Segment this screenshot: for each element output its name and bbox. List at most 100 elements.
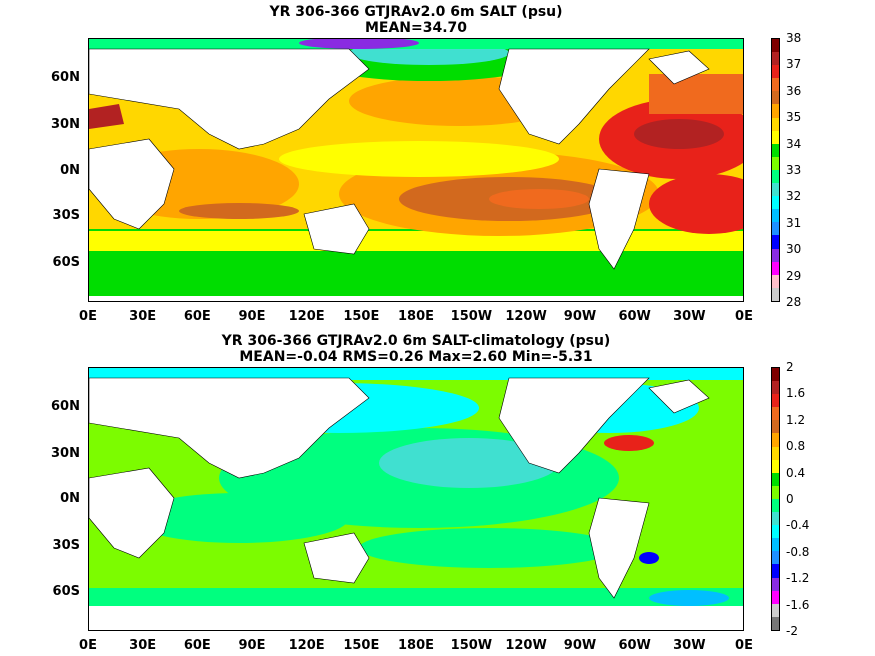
panel2-colorbar-swatch [772, 485, 779, 499]
panel1-colorbar-label: 34 [786, 136, 802, 151]
panel1-colorbar-label: 28 [786, 295, 802, 309]
panel2-colorbar-swatch [772, 603, 779, 617]
panel1-colorbar-swatch [772, 78, 779, 92]
panel1-colorbar-swatch [772, 235, 779, 249]
panel1-ytick-0n: 0N [60, 163, 80, 178]
panel1-colorbar-swatch [772, 104, 779, 118]
panel1-colorbar-swatch [772, 91, 779, 105]
panel1-colorbar-swatch [772, 130, 779, 144]
panel1-colorbar-label: 29 [786, 268, 802, 283]
panel2-ytick-0n: 0N [60, 491, 80, 506]
panel1-ytick-60s: 60S [52, 255, 80, 270]
panel2-colorbar-label: 1.2 [786, 412, 806, 427]
panel2-colorbar-swatch [772, 381, 779, 395]
panel2-ytick-30s: 30S [52, 538, 80, 553]
panel1-xtick: 120W [505, 309, 547, 324]
panel2-colorbar-label: 0.4 [786, 465, 806, 480]
panel2-xtick: 120E [288, 638, 325, 653]
panel1-title-line1: YR 306-366 GTJRAv2.0 6m SALT (psu) [269, 4, 563, 20]
panel2-colorbar-label: -2 [786, 624, 798, 638]
panel2-colorbar-label: -0.8 [786, 544, 810, 559]
panel1-xtick: 0E [79, 309, 97, 324]
panel2-colorbar-swatch [772, 538, 779, 552]
panel2-xtick: 60W [618, 638, 651, 653]
panel1-colorbar-label: 35 [786, 110, 802, 125]
panel2-ytick-30n: 30N [51, 446, 80, 461]
panel2-colorbar-label: -0.4 [786, 518, 810, 533]
panel2-xtick: 120W [505, 638, 547, 653]
panel1-salinity-field [89, 39, 743, 301]
panel1-xtick: 90W [563, 309, 597, 324]
panel1-colorbar-swatch [772, 261, 779, 275]
panel2-ytick-60n: 60N [51, 399, 80, 414]
panel2-colorbar-swatch [772, 577, 779, 591]
panel2-colorbar-swatch [772, 446, 779, 460]
panel2-title-line2: MEAN=-0.04 RMS=0.26 Max=2.60 Min=-5.31 [239, 349, 593, 365]
panel2-xtick: 150W [450, 638, 493, 653]
panel2-title: YR 306-366 GTJRAv2.0 6m SALT-climatology… [88, 333, 744, 365]
panel1-colorbar [771, 38, 780, 302]
panel1-colorbar-swatch [772, 169, 779, 184]
panel1-xtick: 180E [397, 309, 435, 324]
panel1-colorbar-swatch [772, 52, 779, 66]
panel2-map [88, 367, 744, 631]
panel2-colorbar-swatch [772, 616, 779, 630]
panel2-colorbar-label: 0.8 [786, 439, 806, 454]
panel1-ytick-30s: 30S [52, 208, 80, 223]
panel1-colorbar-swatch [772, 143, 779, 157]
panel1-xtick: 150E [343, 309, 380, 324]
panel2-colorbar-swatch [772, 433, 779, 447]
panel2-colorbar [771, 367, 780, 631]
panel1-title-line2: MEAN=34.70 [364, 20, 468, 36]
panel2-colorbar-swatch [772, 472, 779, 486]
panel1-colorbar-swatch [772, 65, 779, 79]
panel1-colorbar-swatch [772, 196, 779, 210]
panel2-xtick: 90W [563, 638, 597, 653]
panel1-colorbar-swatch [772, 209, 779, 223]
panel1-colorbar-label: 36 [786, 83, 802, 98]
panel1-colorbar-swatch [772, 117, 779, 131]
panel2-colorbar-label: -1.6 [786, 597, 810, 612]
panel2-anomaly-field [89, 368, 743, 630]
panel1-colorbar-label: 33 [786, 163, 802, 177]
panel2-colorbar-swatch [772, 512, 779, 526]
panel1-xtick: 0E [735, 309, 753, 324]
panel1-colorbar-label: 38 [786, 31, 802, 45]
panel1-xtick: 150W [450, 309, 493, 324]
panel2-title-line1: YR 306-366 GTJRAv2.0 6m SALT-climatology… [221, 333, 611, 349]
panel1-xtick: 90E [238, 309, 266, 324]
panel2-xtick: 0E [735, 638, 753, 653]
panel1-title: YR 306-366 GTJRAv2.0 6m SALT (psu) MEAN=… [88, 4, 744, 36]
panel2-colorbar-swatch [772, 368, 779, 382]
panel2-colorbar-label: 2 [786, 360, 794, 374]
panel1-colorbar-label: 30 [786, 242, 802, 257]
panel1-ytick-30n: 30N [51, 117, 80, 132]
panel2-xtick: 90E [238, 638, 266, 653]
panel2-ytick-60s: 60S [52, 584, 80, 599]
panel2-xtick: 180E [397, 638, 435, 653]
panel2-xtick: 30W [673, 638, 706, 653]
panel1-colorbar-swatch [772, 274, 779, 288]
panel1-colorbar-swatch [772, 183, 779, 197]
panel2-colorbar-swatch [772, 394, 779, 408]
panel2-colorbar-swatch [772, 498, 779, 513]
panel2-colorbar-swatch [772, 590, 779, 604]
panel2-colorbar-swatch [772, 551, 779, 565]
panel1-map [88, 38, 744, 302]
panel2-colorbar-swatch [772, 459, 779, 473]
panel1-colorbar-label: 32 [786, 189, 802, 204]
panel1-colorbar-label: 37 [786, 57, 802, 72]
panel1-xtick: 60W [618, 309, 651, 324]
panel2-xtick: 30E [129, 638, 157, 653]
panel2-xtick: 0E [79, 638, 97, 653]
panel1-colorbar-swatch [772, 39, 779, 53]
panel2-colorbar-label: 0 [786, 492, 794, 506]
panel1-xtick: 120E [288, 309, 325, 324]
panel1-colorbar-swatch [772, 248, 779, 262]
panel2-xtick: 60E [183, 638, 211, 653]
panel1-xtick: 60E [183, 309, 211, 324]
panel2-colorbar-label: 1.6 [786, 386, 806, 401]
panel1-xtick: 30W [673, 309, 706, 324]
panel2-xtick: 150E [343, 638, 380, 653]
panel2-colorbar-swatch [772, 525, 779, 539]
